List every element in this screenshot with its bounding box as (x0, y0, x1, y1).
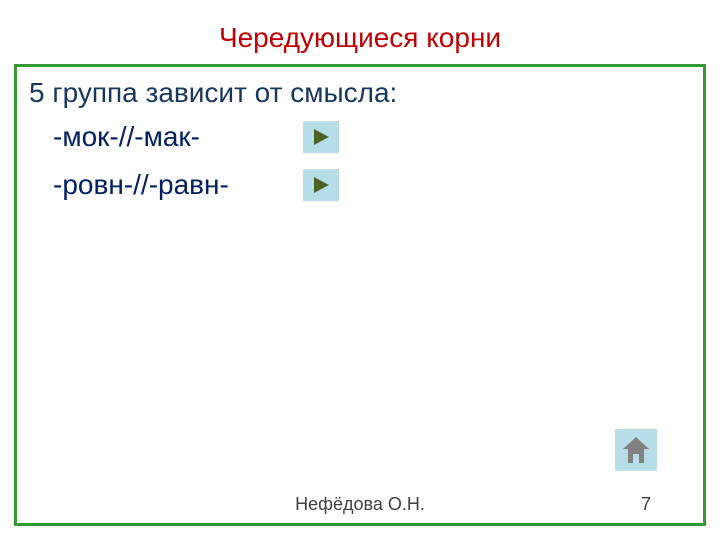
home-icon (621, 435, 651, 465)
home-button[interactable] (615, 429, 657, 471)
page-number: 7 (641, 494, 651, 515)
root-text: -ровн-//-равн- (53, 169, 303, 201)
group-heading: 5 группа зависит от смысла: (17, 67, 703, 109)
root-text: -мок-//-мак- (53, 121, 303, 153)
root-row: -ровн-//-равн- (17, 165, 703, 205)
play-button[interactable] (303, 169, 339, 201)
play-icon (311, 175, 331, 195)
root-row: -мок-//-мак- (17, 117, 703, 157)
footer-author: Нефёдова О.Н. (17, 494, 703, 515)
play-button[interactable] (303, 121, 339, 153)
slide-title: Чередующиеся корни (0, 0, 720, 64)
play-icon (311, 127, 331, 147)
content-box: 5 группа зависит от смысла: -мок-//-мак-… (14, 64, 706, 526)
